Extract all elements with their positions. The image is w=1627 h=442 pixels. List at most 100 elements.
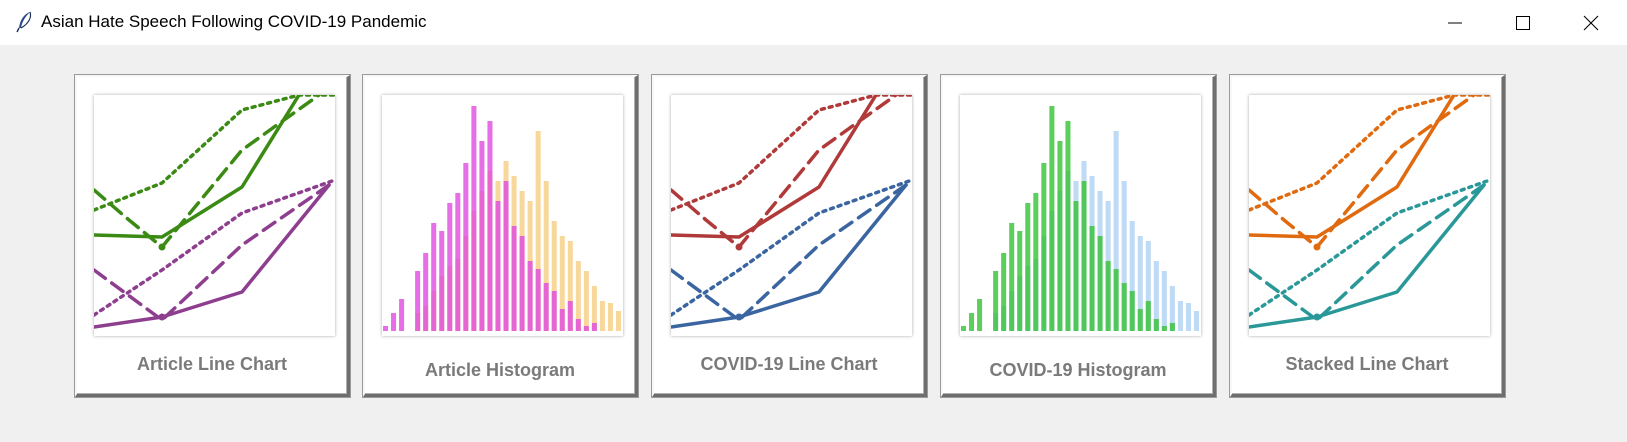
thumbnail-bar	[961, 326, 967, 331]
thumbnail-bar	[591, 323, 597, 331]
thumbnail-point	[735, 243, 743, 251]
card-label: Article Histogram	[424, 360, 576, 380]
thumbnail-line	[671, 95, 878, 239]
thumbnail-bar	[1137, 309, 1143, 331]
thumbnail-bar	[1129, 291, 1135, 331]
thumbnail-bar	[399, 299, 405, 331]
thumbnail-point	[158, 313, 166, 321]
thumbnail-line	[1249, 95, 1490, 212]
thumbnail-point	[158, 243, 166, 251]
thumbnail-bar	[439, 231, 445, 331]
thumbnail-bar	[527, 261, 533, 331]
thumbnail-bar	[1161, 326, 1167, 331]
thumbnail-bar	[1169, 323, 1175, 331]
thumbnail-line	[671, 183, 908, 322]
thumbnail-bar	[559, 236, 565, 331]
thumbnail-bar	[607, 303, 613, 331]
thumbnail-line	[1249, 183, 1486, 329]
thumbnail-bar	[1017, 231, 1023, 331]
thumbnail-bar	[591, 286, 597, 331]
histogram-icon	[383, 106, 621, 331]
thumbnail-bar	[1113, 269, 1119, 331]
covid-line-chart-button[interactable]: COVID-19 Line Chart	[652, 75, 927, 397]
thumbnail-bar	[1193, 311, 1199, 331]
thumbnail-bar	[969, 313, 975, 331]
thumbnail-bar	[551, 221, 557, 331]
thumbnail-bar	[503, 181, 509, 331]
thumbnail-bar	[487, 121, 493, 331]
article-histogram-thumbnail	[382, 95, 623, 336]
thumbnail-bar	[1153, 261, 1159, 331]
thumbnail-line	[94, 183, 331, 322]
card-label: COVID-19 Histogram	[989, 360, 1167, 380]
thumbnail-bar	[1129, 221, 1135, 331]
line-chart-icon	[671, 95, 912, 329]
thumbnail-point	[1313, 243, 1321, 251]
close-icon	[1583, 15, 1599, 30]
thumbnail-bar	[1153, 319, 1159, 331]
thumbnail-bar	[1161, 271, 1167, 331]
feather-icon	[16, 11, 32, 33]
thumbnail-bar	[575, 319, 581, 331]
thumbnail-bar	[431, 223, 437, 331]
thumbnail-bar	[567, 301, 573, 331]
card-label: COVID-19 Line Chart	[700, 354, 878, 374]
thumbnail-bar	[993, 271, 999, 331]
thumbnail-bar	[575, 261, 581, 331]
thumbnail-bar	[1041, 163, 1047, 331]
thumbnail-bar	[463, 163, 469, 331]
thumbnail-bar	[391, 313, 397, 331]
line-chart-icon	[94, 95, 335, 329]
thumbnail-bar	[1121, 181, 1127, 331]
thumbnail-bar	[543, 181, 549, 331]
article-line-chart-button[interactable]: Article Line Chart	[75, 75, 350, 397]
thumbnail-bar	[1097, 236, 1103, 331]
thumbnail-line	[1249, 183, 1486, 322]
thumbnail-bar	[1137, 236, 1143, 331]
thumbnail-line	[94, 178, 335, 317]
thumbnail-bar	[599, 301, 605, 331]
thumbnail-bar	[1089, 226, 1095, 331]
thumbnail-line	[94, 183, 331, 329]
thumbnail-line	[1249, 178, 1490, 317]
thumbnail-bar	[535, 269, 541, 331]
thumbnail-bar	[479, 141, 485, 331]
thumbnail-bar	[1105, 261, 1111, 331]
maximize-button[interactable]	[1490, 0, 1556, 45]
thumbnail-bar	[1177, 301, 1183, 331]
thumbnail-bar	[519, 236, 525, 331]
thumbnail-bar	[1121, 283, 1127, 331]
thumbnail-bar	[1081, 181, 1087, 331]
stacked-line-chart-thumbnail	[1249, 95, 1490, 336]
line-chart-icon	[1249, 95, 1490, 329]
card-label: Article Line Chart	[136, 354, 288, 374]
thumbnail-bar	[1185, 303, 1191, 331]
covid-histogram-button[interactable]: COVID-19 Histogram	[941, 75, 1216, 397]
thumbnail-line	[1249, 95, 1476, 249]
thumbnail-bar	[447, 203, 453, 331]
thumbnail-bar	[1145, 301, 1151, 331]
thumbnail-bar	[1025, 203, 1031, 331]
thumbnail-bar	[583, 271, 589, 331]
thumbnail-line	[671, 95, 898, 249]
thumbnail-bar	[415, 271, 421, 331]
minimize-button[interactable]	[1422, 0, 1488, 45]
maximize-icon	[1516, 15, 1530, 30]
thumbnail-line	[671, 183, 908, 329]
close-button[interactable]	[1558, 0, 1624, 45]
article-histogram-button[interactable]: Article Histogram	[363, 75, 638, 397]
thumbnail-point	[735, 313, 743, 321]
thumbnail-line	[671, 178, 912, 317]
thumbnail-bar	[383, 326, 389, 331]
thumbnail-bar	[1065, 121, 1071, 331]
thumbnail-bar	[423, 253, 429, 331]
thumbnail-bar	[1001, 253, 1007, 331]
thumbnail-bar	[1145, 241, 1151, 331]
thumbnail-bar	[455, 193, 461, 331]
stacked-line-chart-button[interactable]: Stacked Line Chart	[1230, 75, 1505, 397]
thumbnail-bar	[1009, 223, 1015, 331]
title-bar: Asian Hate Speech Following COVID-19 Pan…	[0, 0, 1627, 45]
thumbnail-line	[94, 95, 335, 212]
thumbnail-bar	[1057, 141, 1063, 331]
minimize-icon	[1448, 22, 1462, 23]
